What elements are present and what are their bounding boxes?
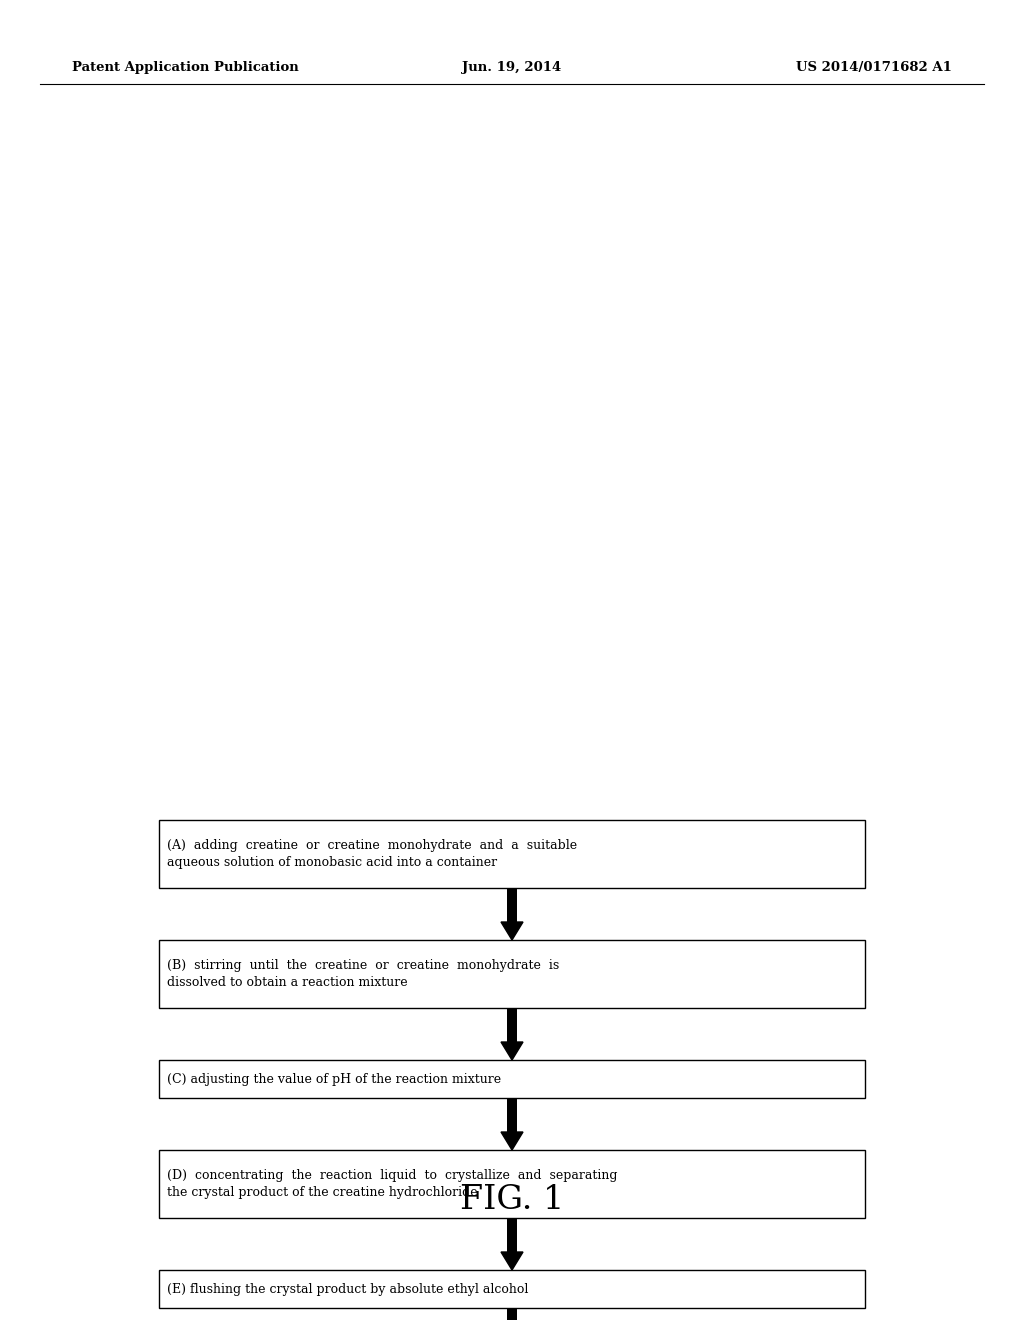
Bar xyxy=(507,888,517,921)
Text: (C) adjusting the value of pH of the reaction mixture: (C) adjusting the value of pH of the rea… xyxy=(167,1072,501,1085)
Polygon shape xyxy=(501,1251,523,1270)
Bar xyxy=(507,1098,517,1133)
Bar xyxy=(159,1270,865,1308)
Bar xyxy=(507,1308,517,1320)
Polygon shape xyxy=(501,921,523,940)
Text: (A)  adding  creatine  or  creatine  monohydrate  and  a  suitable
aqueous solut: (A) adding creatine or creatine monohydr… xyxy=(167,840,577,869)
Bar xyxy=(159,820,865,888)
Bar xyxy=(159,940,865,1008)
Text: US 2014/0171682 A1: US 2014/0171682 A1 xyxy=(796,62,952,74)
Text: (B)  stirring  until  the  creatine  or  creatine  monohydrate  is
dissolved to : (B) stirring until the creatine or creat… xyxy=(167,960,559,989)
Polygon shape xyxy=(501,1041,523,1060)
Text: Jun. 19, 2014: Jun. 19, 2014 xyxy=(463,62,561,74)
Text: FIG. 1: FIG. 1 xyxy=(460,1184,564,1216)
Text: (E) flushing the crystal product by absolute ethyl alcohol: (E) flushing the crystal product by abso… xyxy=(167,1283,528,1295)
Bar xyxy=(507,1218,517,1251)
Polygon shape xyxy=(501,1133,523,1150)
Bar xyxy=(159,1150,865,1218)
Text: (D)  concentrating  the  reaction  liquid  to  crystallize  and  separating
the : (D) concentrating the reaction liquid to… xyxy=(167,1170,617,1199)
Bar xyxy=(507,1008,517,1041)
Bar xyxy=(159,1060,865,1098)
Text: Patent Application Publication: Patent Application Publication xyxy=(72,62,299,74)
